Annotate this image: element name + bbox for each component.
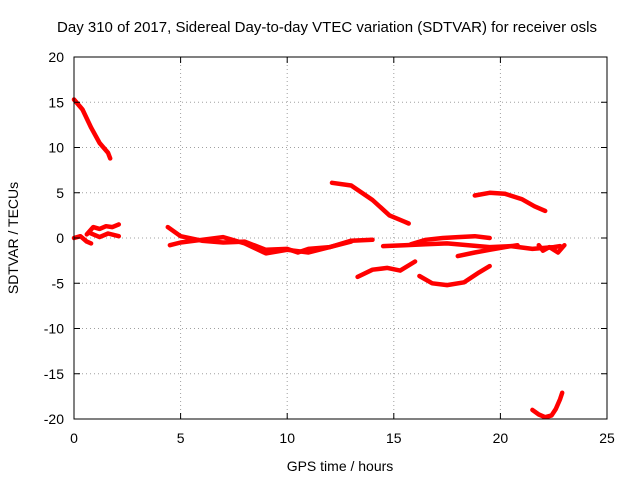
- plot-frame: [73, 56, 608, 420]
- axis-ticks: 0 5 10 15 20 25 -20 -15 -10 -5 0 5 10 15 20: [44, 49, 615, 446]
- x-axis-label: GPS time / hours: [287, 458, 394, 474]
- series-line-arc-6: [167, 234, 354, 256]
- y-tick-label: -20: [44, 411, 64, 427]
- series-line-arc-7: [329, 180, 411, 226]
- x-tick-label: 15: [386, 430, 402, 446]
- y-tick-label: -15: [44, 366, 64, 382]
- series-line-arc-1: [71, 97, 113, 161]
- series-line-arc-10: [408, 233, 492, 247]
- series-line-arc-2: [71, 233, 94, 246]
- series-line-arc-8: [355, 259, 418, 280]
- y-tick-label: -5: [52, 275, 65, 291]
- grid-lines: [74, 57, 607, 419]
- y-axis-label: SDTVAR / TECUs: [5, 182, 21, 294]
- y-tick-label: 0: [56, 230, 64, 246]
- series-line-arc-15: [530, 390, 565, 420]
- series-line-arc-12: [455, 242, 520, 259]
- series-line-arc-13: [472, 190, 548, 214]
- series-line-arc-14: [536, 242, 567, 255]
- chart-title: Day 310 of 2017, Sidereal Day-to-day VTE…: [57, 19, 597, 36]
- x-tick-label: 10: [279, 430, 295, 446]
- y-tick-label: 20: [48, 49, 64, 65]
- series-line-arc-3: [84, 222, 122, 237]
- x-tick-label: 0: [70, 430, 78, 446]
- y-tick-label: 5: [56, 185, 64, 201]
- x-tick-label: 25: [599, 430, 615, 446]
- data-series: [71, 97, 567, 420]
- x-tick-label: 5: [177, 430, 185, 446]
- series-line-arc-4: [86, 230, 122, 240]
- y-tick-label: 10: [48, 140, 64, 156]
- series-line-arc-11: [417, 263, 492, 288]
- y-tick-label: -10: [44, 321, 64, 337]
- x-tick-label: 20: [493, 430, 509, 446]
- y-tick-label: 15: [48, 94, 64, 110]
